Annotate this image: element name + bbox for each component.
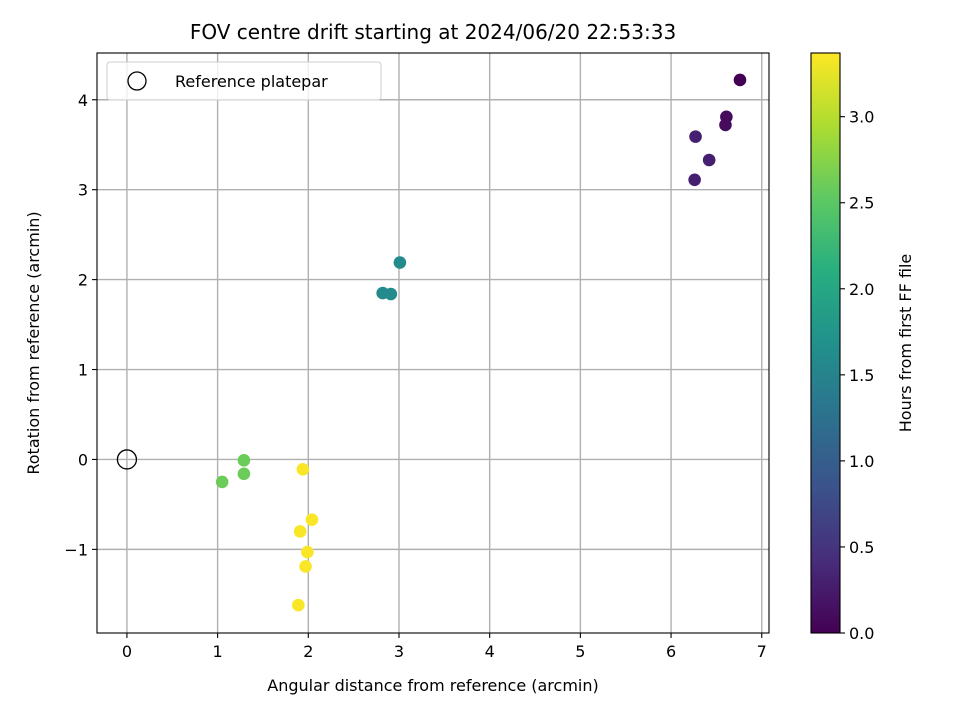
- data-point: [305, 513, 319, 526]
- y-tick-label: −1: [64, 540, 88, 559]
- y-tick-label: 3: [78, 181, 88, 200]
- colorbar-ticks: 0.0 0.5 1.0 1.5 2.0 2.5 3.0: [840, 108, 874, 643]
- data-point: [301, 545, 314, 559]
- colorbar-tick-label: 1.0: [849, 452, 874, 471]
- x-tick-label: 0: [122, 642, 132, 661]
- y-tick-label: 0: [78, 450, 88, 469]
- colorbar-tick-label: 3.0: [849, 108, 874, 127]
- y-axis-label: Rotation from reference (arcmin): [24, 211, 43, 474]
- colorbar-tick-label: 0.0: [849, 624, 874, 643]
- legend-box: [106, 61, 382, 101]
- x-tick-label: 7: [757, 642, 767, 661]
- data-point: [237, 454, 251, 467]
- colorbar-gradient: [811, 53, 840, 633]
- colorbar-label: Hours from first FF file: [896, 254, 915, 433]
- y-axis-ticks: −1 0 1 2 3 4: [64, 91, 97, 559]
- data-point: [689, 130, 702, 143]
- x-tick-label: 2: [303, 642, 313, 661]
- chart-title: FOV centre drift starting at 2024/06/20 …: [190, 20, 676, 44]
- data-point: [296, 463, 310, 476]
- colorbar-tick-label: 0.5: [849, 538, 874, 557]
- data-point: [384, 287, 398, 301]
- plot-area-frame: [96, 52, 770, 634]
- reference-platepar-marker: [116, 449, 138, 470]
- data-point: [237, 467, 251, 481]
- colorbar-tick-label: 2.5: [849, 194, 874, 213]
- data-point: [688, 173, 701, 187]
- y-tick-label: 2: [78, 271, 88, 290]
- x-tick-label: 5: [575, 642, 585, 661]
- data-point: [719, 118, 732, 132]
- y-tick-label: 4: [78, 91, 88, 110]
- data-point: [393, 256, 407, 269]
- data-point: [733, 73, 747, 87]
- data-points: [116, 73, 747, 612]
- data-point: [702, 153, 716, 167]
- grid: [97, 53, 769, 633]
- x-axis-ticks: 0 1 2 3 4 5 6 7: [122, 633, 767, 661]
- data-point: [292, 598, 305, 612]
- colorbar-frame: [810, 52, 841, 634]
- legend-marker-reference: [127, 71, 147, 91]
- data-point: [293, 525, 307, 538]
- colorbar: 0.0 0.5 1.0 1.5 2.0 2.5 3.0 Hours from first F…: [810, 52, 915, 643]
- y-tick-label: 1: [78, 361, 88, 380]
- x-tick-label: 4: [485, 642, 495, 661]
- x-axis-label: Angular distance from reference (arcmin): [267, 676, 598, 695]
- x-tick-label: 6: [666, 642, 676, 661]
- colorbar-tick-label: 1.5: [849, 366, 874, 385]
- data-point: [299, 560, 312, 573]
- x-tick-label: 1: [213, 642, 223, 661]
- data-point: [215, 475, 229, 489]
- x-tick-label: 3: [394, 642, 404, 661]
- colorbar-tick-label: 2.0: [849, 280, 874, 299]
- legend-label-reference: Reference platepar: [175, 72, 328, 91]
- legend: Reference platepar: [106, 61, 382, 101]
